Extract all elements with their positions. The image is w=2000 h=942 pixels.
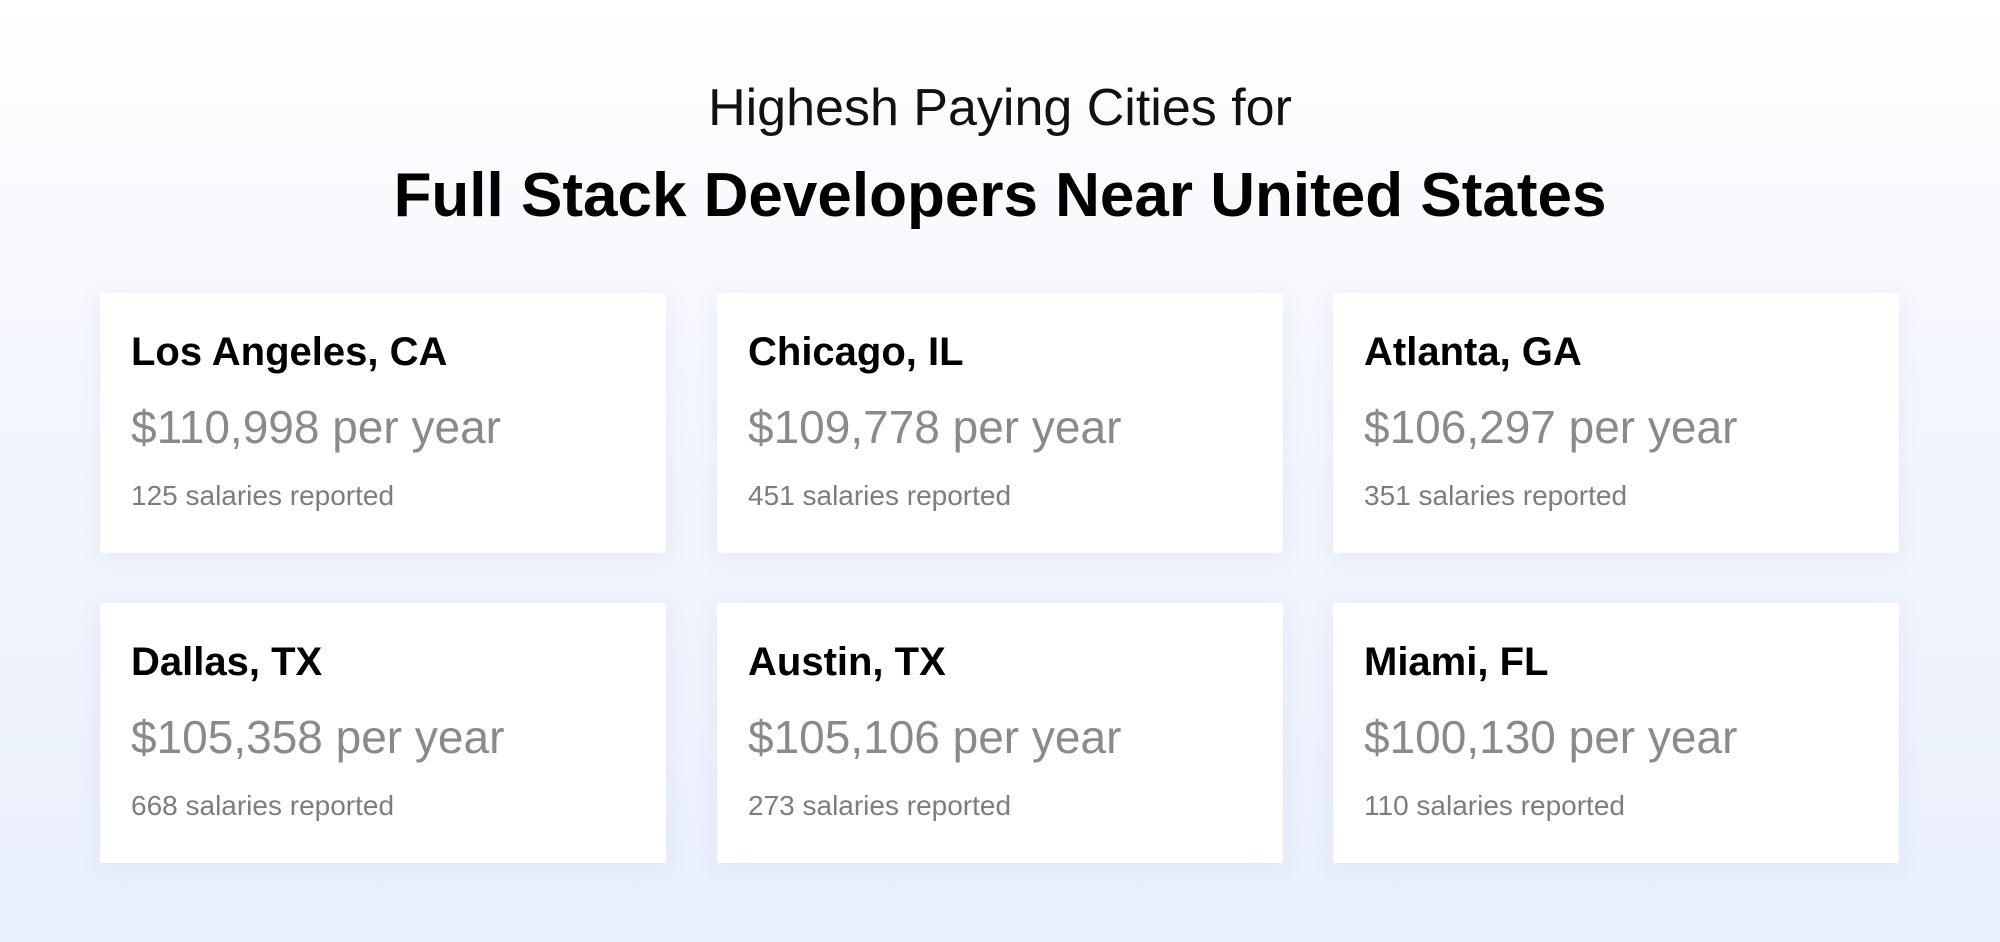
page-subtitle: Highesh Paying Cities for [708,79,1292,137]
city-salary: $109,778 per year [748,401,1122,453]
page-title: Full Stack Developers Near United States [393,161,1607,230]
city-name: Miami, FL [1364,640,1549,684]
salaries-reported: 668 salaries reported [131,790,395,821]
city-salary: $106,297 per year [1364,401,1738,453]
salaries-reported: 110 salaries reported [1364,790,1625,821]
city-name: Austin, TX [748,640,946,684]
city-card-miami: Miami, FL $100,130 per year 110 salaries… [1333,603,1899,863]
city-name: Atlanta, GA [1364,330,1582,374]
city-card-austin: Austin, TX $105,106 per year 273 salarie… [717,603,1283,863]
city-salary: $105,106 per year [748,711,1122,763]
salaries-reported: 451 salaries reported [748,480,1012,511]
city-card-dallas: Dallas, TX $105,358 per year 668 salarie… [100,603,666,863]
city-name: Dallas, TX [131,640,323,684]
salaries-reported: 273 salaries reported [748,790,1012,821]
city-card-atlanta: Atlanta, GA $106,297 per year 351 salari… [1333,293,1899,553]
city-card-chicago: Chicago, IL $109,778 per year 451 salari… [717,293,1283,553]
city-salary: $105,358 per year [131,711,505,763]
city-name: Los Angeles, CA [131,330,448,374]
salaries-reported: 125 salaries reported [131,480,395,511]
city-card-los-angeles: Los Angeles, CA $110,998 per year 125 sa… [100,293,666,553]
city-name: Chicago, IL [748,330,964,374]
city-salary: $110,998 per year [131,401,501,453]
city-salary: $100,130 per year [1364,711,1738,763]
salaries-reported: 351 salaries reported [1364,480,1628,511]
